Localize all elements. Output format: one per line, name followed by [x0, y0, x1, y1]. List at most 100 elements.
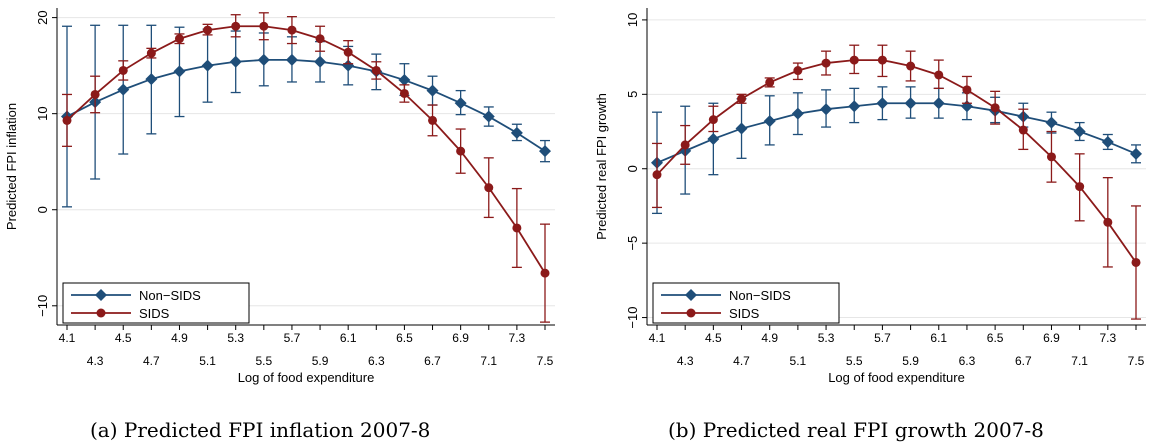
- series-line: [66, 58, 546, 152]
- legend-swatch-marker: [685, 289, 697, 301]
- data-point: [1045, 116, 1058, 129]
- x-tick-label: 4.1: [649, 331, 666, 345]
- data-point: [765, 77, 775, 87]
- data-point: [371, 65, 381, 75]
- x-tick-label: 5.3: [818, 331, 835, 345]
- x-tick-label: 6.3: [959, 354, 976, 368]
- y-tick-label: 0: [35, 206, 50, 213]
- x-tick-label: 6.1: [930, 331, 947, 345]
- caption-b: (b) Predicted real FPI growth 2007-8: [668, 418, 1044, 442]
- x-tick-label: 6.3: [368, 354, 385, 368]
- legend-label: SIDS: [729, 306, 760, 321]
- y-tick-label: 0: [625, 165, 640, 172]
- legend-box: [652, 282, 840, 324]
- legend-swatch-marker: [686, 308, 696, 318]
- x-tick-label: 6.7: [424, 354, 441, 368]
- data-point: [1075, 182, 1085, 192]
- series-sids: [62, 12, 550, 323]
- data-point: [1130, 147, 1142, 160]
- y-tick-label: −5: [625, 236, 640, 251]
- data-point: [793, 66, 803, 76]
- x-tick-label: 7.1: [480, 354, 497, 368]
- data-point: [62, 115, 72, 125]
- series-non-sids: [61, 24, 551, 208]
- caption-a: (a) Predicted FPI inflation 2007-8: [90, 418, 431, 442]
- data-point: [1018, 125, 1028, 135]
- data-point: [708, 115, 718, 125]
- legend-box: [62, 282, 250, 324]
- data-point: [512, 223, 522, 233]
- data-point: [906, 61, 916, 71]
- y-tick-label: 5: [625, 91, 640, 98]
- y-tick-label: −10: [35, 295, 50, 317]
- data-point: [314, 55, 327, 68]
- chart-panel-b: −10 −5 0 5 10 4.1 4.3 4.5 4.7 4.9 5.1 5.3 5.5 5.7 5.9 6…: [594, 8, 1146, 385]
- data-point: [426, 84, 439, 97]
- data-point: [1103, 217, 1113, 227]
- x-tick-label: 5.5: [846, 354, 863, 368]
- x-tick-label: 5.1: [199, 354, 216, 368]
- y-axis-title: Predicted FPI inflation: [4, 103, 19, 230]
- x-tick-label: 4.5: [115, 331, 132, 345]
- chart-panel-a: −10 0 10 20 4.1 4.3 4.5 4.7 4.9 5.1 5.3 5.5 5.7 5.9 6.…: [4, 8, 555, 385]
- x-tick-label: 5.9: [902, 354, 919, 368]
- y-tick-label: −10: [625, 307, 640, 329]
- data-point: [259, 21, 269, 31]
- x-tick-label: 4.3: [87, 354, 104, 368]
- data-point: [399, 88, 409, 98]
- data-point: [791, 107, 804, 120]
- data-point: [484, 183, 494, 193]
- data-point: [285, 53, 298, 66]
- x-tick-label: 6.1: [340, 331, 357, 345]
- series-line: [66, 25, 546, 274]
- x-tick-label: 5.7: [284, 331, 301, 345]
- data-point: [315, 34, 325, 44]
- data-point: [90, 89, 100, 99]
- legend: Non−SIDS SIDS: [62, 282, 250, 324]
- x-axis-title: Log of food expenditure: [828, 370, 965, 385]
- data-point: [904, 97, 917, 110]
- data-point: [934, 70, 944, 80]
- series-sids: [652, 44, 1141, 320]
- x-tick-label: 6.5: [987, 331, 1004, 345]
- data-point: [398, 74, 411, 87]
- y-tick-label: 20: [35, 10, 50, 24]
- data-point: [428, 115, 438, 125]
- series-non-sids: [651, 86, 1142, 215]
- data-point: [145, 73, 158, 86]
- legend-label: SIDS: [139, 306, 170, 321]
- x-tick-label: 7.5: [537, 354, 554, 368]
- legend-label: Non−SIDS: [729, 288, 791, 303]
- data-point: [203, 25, 213, 35]
- x-tick-label: 7.3: [509, 331, 526, 345]
- x-tick-label: 6.9: [1043, 331, 1060, 345]
- data-point: [1101, 135, 1114, 148]
- x-tick-label: 5.1: [790, 354, 807, 368]
- data-point: [1073, 125, 1086, 138]
- data-point: [820, 103, 833, 116]
- x-tick-label: 7.5: [1128, 354, 1145, 368]
- data-point: [849, 55, 859, 65]
- x-tick-label: 5.3: [227, 331, 244, 345]
- data-point: [201, 59, 214, 72]
- legend: Non−SIDS SIDS: [652, 282, 840, 324]
- legend-label: Non−SIDS: [139, 288, 201, 303]
- x-tick-label: 4.1: [59, 331, 76, 345]
- data-point: [174, 34, 184, 44]
- x-tick-label: 4.7: [733, 354, 750, 368]
- data-point: [990, 103, 1000, 113]
- y-tick-label: 10: [35, 106, 50, 120]
- x-tick-label: 5.5: [255, 354, 272, 368]
- data-point: [680, 140, 690, 150]
- x-tick-label: 4.9: [171, 331, 188, 345]
- data-point: [652, 170, 662, 180]
- x-tick-label: 5.7: [874, 331, 891, 345]
- x-tick-label: 4.7: [143, 354, 160, 368]
- data-point: [877, 55, 887, 65]
- data-point: [287, 25, 297, 35]
- y-axis-title: Predicted real FPI growth: [594, 93, 609, 240]
- data-point: [962, 85, 972, 95]
- x-tick-label: 6.5: [396, 331, 413, 345]
- x-tick-label: 4.9: [761, 331, 778, 345]
